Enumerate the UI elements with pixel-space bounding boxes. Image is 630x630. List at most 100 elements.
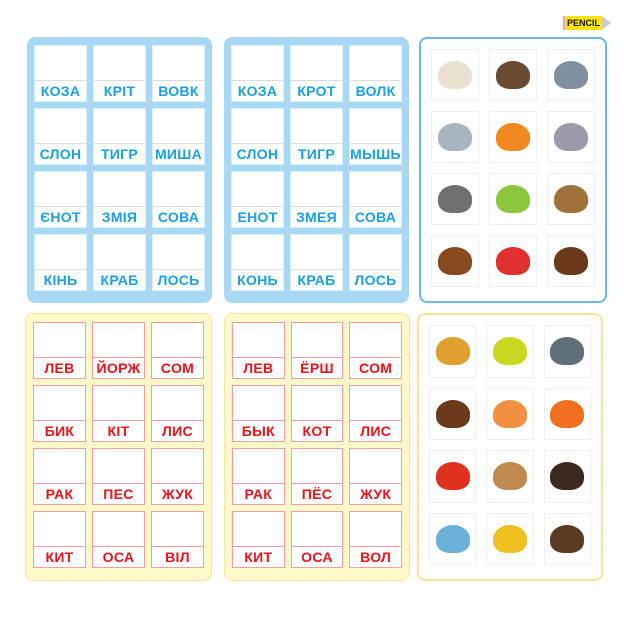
word-label: КІТ xyxy=(93,420,144,441)
word-label: ВОЛК xyxy=(350,80,401,101)
pencil-eraser-icon xyxy=(563,16,565,30)
word-card: КРАБ xyxy=(93,234,146,291)
word-label: ЛОСЬ xyxy=(153,269,204,290)
card-sheet-6 xyxy=(417,313,603,581)
word-card: СЛОН xyxy=(231,108,284,165)
word-card: ЛОСЬ xyxy=(349,234,402,291)
picture-card xyxy=(431,111,479,163)
word-label: ЛЕВ xyxy=(233,357,284,378)
word-label: КОНЬ xyxy=(232,269,283,290)
picture-card xyxy=(486,450,534,503)
picture-card xyxy=(429,387,477,440)
word-label: СЛОН xyxy=(232,143,283,164)
picture-card xyxy=(489,49,537,101)
word-card: КИТ xyxy=(33,511,86,568)
word-label: ТИГР xyxy=(94,143,145,164)
word-card: РАК xyxy=(232,448,285,505)
moose-icon xyxy=(554,247,588,275)
word-label: КРАБ xyxy=(291,269,342,290)
word-label: ПЕС xyxy=(93,483,144,504)
word-label: ЛОСЬ xyxy=(350,269,401,290)
word-label: МЫШЬ xyxy=(350,143,401,164)
mouse-icon xyxy=(554,123,588,151)
word-card: ЛИС xyxy=(349,385,402,442)
word-label: РАК xyxy=(34,483,85,504)
word-label: ЖУК xyxy=(350,483,401,504)
picture-card xyxy=(486,387,534,440)
card-sheet-1: КОЗА КРІТ ВОВК СЛОН ТИГР МИША ЄНОТ ЗМІЯ СОВА КІНЬ… xyxy=(27,37,212,303)
card-sheet-3 xyxy=(419,37,607,303)
picture-card xyxy=(543,325,591,378)
word-card: КІТ xyxy=(92,385,145,442)
raccoon-icon xyxy=(438,185,472,213)
picture-card xyxy=(543,512,591,565)
word-label: КРІТ xyxy=(94,80,145,101)
word-label: БЫК xyxy=(233,420,284,441)
picture-card xyxy=(431,49,479,101)
word-card: ВІЛ xyxy=(151,511,204,568)
word-card: МИША xyxy=(152,108,205,165)
goat-icon xyxy=(438,61,472,89)
pencil-tip-icon xyxy=(602,16,611,30)
word-label: КИТ xyxy=(34,546,85,567)
word-card: ВОЛК xyxy=(349,45,402,102)
elephant-icon xyxy=(438,123,472,151)
word-card: ОСА xyxy=(290,511,344,568)
word-label: СОМ xyxy=(152,357,203,378)
word-label: ПЁС xyxy=(291,483,343,504)
crab-icon xyxy=(496,247,530,275)
word-card: ТИГР xyxy=(290,108,343,165)
word-card: КРОТ xyxy=(290,45,343,102)
word-label: ЁРШ xyxy=(291,357,343,378)
picture-card xyxy=(543,387,591,440)
word-card: ЗМІЯ xyxy=(93,171,146,228)
word-card: КИТ xyxy=(232,511,285,568)
word-label: БИК xyxy=(34,420,85,441)
word-card: ЙОРЖ xyxy=(92,322,145,379)
ruffe-fish-icon xyxy=(492,337,527,366)
word-card: КОЗА xyxy=(34,45,87,102)
word-card: КОНЬ xyxy=(231,234,284,291)
picture-card xyxy=(429,512,477,565)
word-card: ЁРШ xyxy=(290,322,344,379)
word-label: ВОЛ xyxy=(350,546,401,567)
word-card: КРІТ xyxy=(93,45,146,102)
word-label: ВІЛ xyxy=(152,546,203,567)
word-label: СОВА xyxy=(153,206,204,227)
dog-icon xyxy=(492,462,527,491)
catfish-icon xyxy=(550,337,585,366)
word-label: ВОВК xyxy=(153,80,204,101)
word-label: ЗМЕЯ xyxy=(291,206,342,227)
picture-card xyxy=(431,173,479,225)
word-card: ЗМЕЯ xyxy=(290,171,343,228)
word-card: ЛОСЬ xyxy=(152,234,205,291)
picture-card xyxy=(489,235,537,287)
word-card: ЛЕВ xyxy=(33,322,86,379)
word-card: ПЕС xyxy=(92,448,145,505)
word-card: ПЁС xyxy=(290,448,344,505)
word-card: СОМ xyxy=(151,322,204,379)
picture-card xyxy=(543,450,591,503)
word-label: ЛЕВ xyxy=(34,357,85,378)
word-card: СЛОН xyxy=(34,108,87,165)
word-card: МЫШЬ xyxy=(349,108,402,165)
word-card: ЄНОТ xyxy=(34,171,87,228)
word-label: СОМ xyxy=(350,357,401,378)
word-label: ЙОРЖ xyxy=(93,357,144,378)
word-card: КОТ xyxy=(290,385,344,442)
word-card: СОВА xyxy=(152,171,205,228)
word-label: МИША xyxy=(153,143,204,164)
card-sheet-5: ЛЕВ ЁРШ СОМ БЫК КОТ ЛИС РАК ПЁС ЖУК КИТ ОСА ВОЛ xyxy=(224,313,410,581)
word-card: КРАБ xyxy=(290,234,343,291)
brand-logo: PENCIL xyxy=(563,16,611,30)
picture-card xyxy=(547,235,595,287)
picture-card xyxy=(489,173,537,225)
word-card: БИК xyxy=(33,385,86,442)
word-label: СОВА xyxy=(350,206,401,227)
picture-card xyxy=(486,325,534,378)
word-card: ВОВК xyxy=(152,45,205,102)
picture-card xyxy=(431,235,479,287)
brand-logo-text: PENCIL xyxy=(564,16,602,30)
mole-icon xyxy=(496,61,530,89)
cat-icon xyxy=(492,399,527,428)
